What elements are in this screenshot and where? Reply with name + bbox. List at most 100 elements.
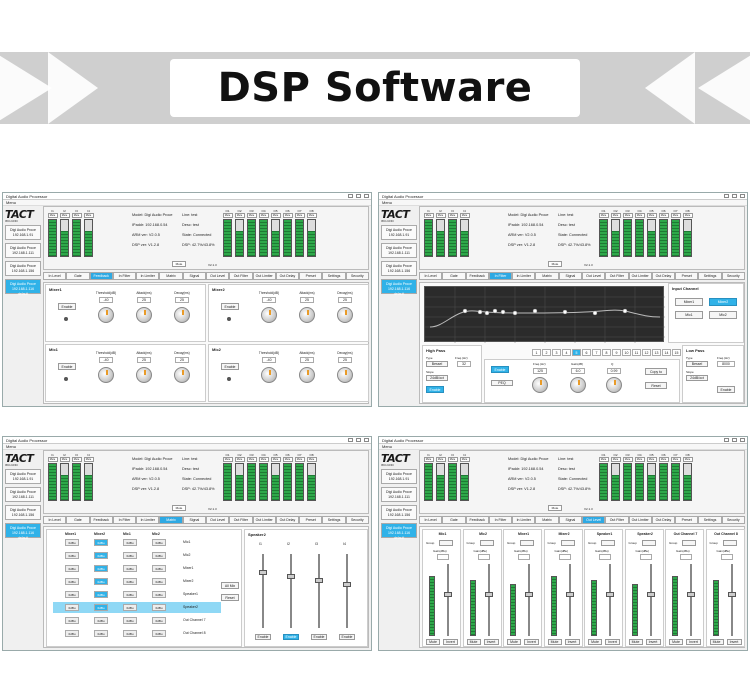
- mute-button[interactable]: Mute: [658, 213, 669, 218]
- matrix-cell[interactable]: 0dBu: [94, 617, 108, 624]
- matrix-cell[interactable]: 0dBu: [94, 591, 108, 598]
- device-item[interactable]: Digi Audio Proce 192.168.1.116 default: [5, 523, 41, 540]
- mute-all-button[interactable]: Mute: [172, 505, 186, 511]
- mute-button[interactable]: Mute: [83, 213, 94, 218]
- matrix-cell[interactable]: 0dBu: [123, 539, 137, 546]
- mute-button[interactable]: Mute: [610, 457, 621, 462]
- tab-item[interactable]: In Level: [43, 272, 67, 280]
- mute-button[interactable]: Mute: [270, 213, 281, 218]
- mute-button[interactable]: Mute: [628, 639, 643, 645]
- matrix-cell[interactable]: 0dBu: [152, 630, 166, 637]
- mute-button[interactable]: Mute: [258, 457, 269, 462]
- tab-item[interactable]: Signal: [182, 516, 206, 524]
- mute-button[interactable]: Mute: [222, 457, 233, 462]
- all-mix-button[interactable]: All Mix: [221, 582, 239, 589]
- tab-item[interactable]: Out Limiter: [252, 272, 276, 280]
- gain-value[interactable]: [680, 554, 692, 560]
- menu-bar[interactable]: Menu: [379, 200, 747, 206]
- band-tab[interactable]: 15: [672, 349, 681, 356]
- tab-item[interactable]: Gate: [66, 516, 90, 524]
- enable-button[interactable]: Enable: [221, 363, 239, 370]
- mute-button[interactable]: Mute: [59, 457, 70, 462]
- channel-button[interactable]: Mixer2: [709, 298, 737, 306]
- tab-item[interactable]: In Limiter: [512, 516, 536, 524]
- tab-item[interactable]: Feedback: [89, 516, 113, 524]
- enable-button[interactable]: Enable: [255, 634, 271, 640]
- mute-button[interactable]: Mute: [258, 213, 269, 218]
- tab-item[interactable]: Preset: [675, 516, 699, 524]
- fader-handle[interactable]: [646, 592, 655, 597]
- enable-button[interactable]: Enable: [339, 634, 355, 640]
- enable-button[interactable]: Enable: [311, 634, 327, 640]
- gain-value[interactable]: [639, 554, 652, 560]
- group-select[interactable]: [682, 540, 696, 546]
- fader-handle[interactable]: [287, 574, 295, 579]
- mute-all-button[interactable]: Mute: [172, 261, 186, 267]
- fader-handle[interactable]: [444, 592, 452, 597]
- tab-item[interactable]: Out Filter: [605, 272, 629, 280]
- knob-value[interactable]: 25: [175, 297, 189, 303]
- band-tab[interactable]: 13: [652, 349, 661, 356]
- matrix-cell[interactable]: 0dBu: [65, 552, 79, 559]
- matrix-cell[interactable]: 0dBu: [123, 630, 137, 637]
- knob[interactable]: [136, 367, 152, 383]
- gain-value[interactable]: 6.0: [571, 368, 585, 374]
- mute-button[interactable]: Mute: [547, 639, 562, 645]
- tab-item[interactable]: Signal: [558, 272, 582, 280]
- channel-button[interactable]: Mic2: [709, 311, 737, 319]
- mute-button[interactable]: Mute: [246, 213, 257, 218]
- fader-handle[interactable]: [727, 592, 736, 597]
- device-item[interactable]: Digi Audio Proce 192.168.1.156: [5, 261, 41, 276]
- group-select[interactable]: [439, 540, 453, 546]
- mute-button[interactable]: Mute: [447, 457, 458, 462]
- knob-value[interactable]: 25: [137, 297, 151, 303]
- mute-button[interactable]: Mute: [588, 639, 602, 645]
- menu-bar[interactable]: Menu: [3, 444, 371, 450]
- enable-button[interactable]: Enable: [717, 386, 735, 393]
- matrix-cell[interactable]: 0dBu: [65, 591, 79, 598]
- matrix-cell[interactable]: 0dBu: [94, 630, 108, 637]
- matrix-cell[interactable]: 0dBu: [65, 565, 79, 572]
- enable-button[interactable]: Enable: [283, 634, 299, 640]
- matrix-cell[interactable]: 0dBu: [65, 617, 79, 624]
- enable-button[interactable]: Enable: [491, 366, 509, 373]
- gain-value[interactable]: [558, 554, 571, 560]
- freq-value[interactable]: 8000: [717, 361, 735, 367]
- fader-handle[interactable]: [525, 592, 533, 597]
- fader-handle[interactable]: [484, 592, 493, 597]
- invert-button[interactable]: Invert: [483, 639, 499, 645]
- matrix-cell[interactable]: 0dBu: [152, 539, 166, 546]
- device-item[interactable]: Digi Audio Proce 192.168.1.91: [381, 469, 417, 484]
- mute-button[interactable]: Mute: [234, 457, 245, 462]
- invert-button[interactable]: Invert: [443, 639, 458, 645]
- maximize-icon[interactable]: [732, 438, 737, 442]
- maximize-icon[interactable]: [732, 194, 737, 198]
- channel-button[interactable]: Mixer1: [675, 298, 703, 306]
- invert-button[interactable]: Invert: [726, 639, 742, 645]
- fader-handle[interactable]: [259, 570, 267, 575]
- type-select[interactable]: Bessel: [686, 361, 708, 367]
- band-tab[interactable]: 14: [662, 349, 671, 356]
- matrix-cell[interactable]: 0dBu: [94, 578, 108, 585]
- mute-button[interactable]: Mute: [682, 213, 693, 218]
- knob[interactable]: [337, 367, 353, 383]
- mute-button[interactable]: Mute: [447, 213, 458, 218]
- tab-item[interactable]: Out Limiter: [252, 516, 276, 524]
- knob-value[interactable]: 25: [300, 297, 314, 303]
- matrix-cell[interactable]: 0dBu: [65, 604, 79, 611]
- device-item[interactable]: Digi Audio Proce 192.168.1.91: [5, 225, 41, 240]
- mute-button[interactable]: Mute: [423, 213, 434, 218]
- mute-button[interactable]: Mute: [646, 213, 657, 218]
- knob[interactable]: [299, 307, 315, 323]
- tab-item[interactable]: Feedback: [89, 272, 113, 280]
- device-item[interactable]: Digi Audio Proce 192.168.1.111: [5, 487, 41, 502]
- device-item[interactable]: Digi Audio Proce 192.168.1.156: [381, 261, 417, 276]
- device-item[interactable]: Digi Audio Proce 192.168.1.111: [381, 487, 417, 502]
- mute-button[interactable]: Mute: [646, 457, 657, 462]
- tab-item[interactable]: Out Level: [581, 272, 606, 280]
- fader-handle[interactable]: [687, 592, 695, 597]
- tab-item[interactable]: In Limiter: [136, 272, 160, 280]
- tab-item[interactable]: Preset: [675, 272, 699, 280]
- tab-item[interactable]: Signal: [182, 272, 206, 280]
- mute-button[interactable]: Mute: [610, 213, 621, 218]
